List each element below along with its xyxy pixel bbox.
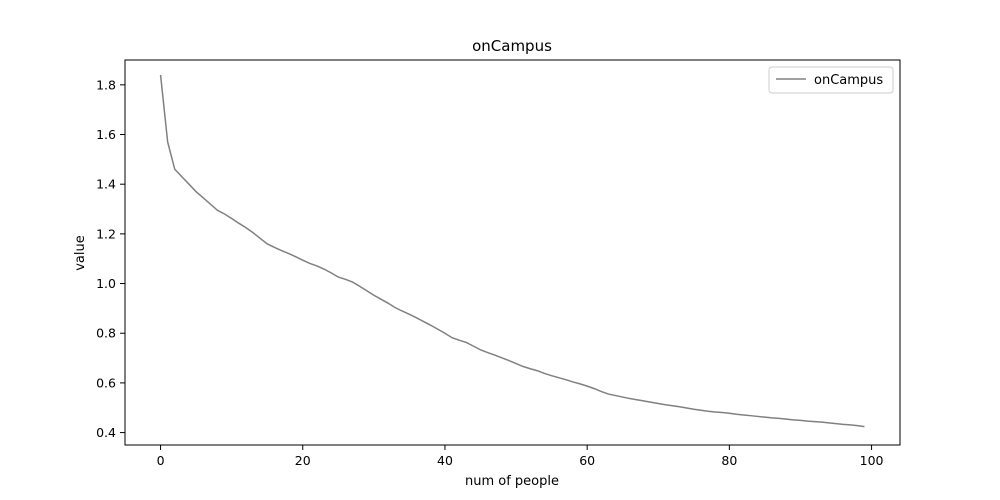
y-tick-label: 0.4 xyxy=(96,425,116,440)
legend-box xyxy=(768,66,894,94)
x-tick-label: 80 xyxy=(721,453,737,468)
x-tick-label: 0 xyxy=(157,453,165,468)
legend: onCampus xyxy=(768,66,894,94)
x-tick-label: 100 xyxy=(860,453,884,468)
y-tick-label: 0.8 xyxy=(96,326,116,341)
y-tick-label: 0.6 xyxy=(96,375,116,390)
x-tick-label: 60 xyxy=(579,453,595,468)
x-tick-label: 40 xyxy=(437,453,453,468)
y-tick-label: 1.8 xyxy=(96,77,116,92)
y-tick-label: 1.2 xyxy=(96,226,116,241)
chart-title: onCampus xyxy=(472,37,552,55)
series-line-oncampus xyxy=(159,74,865,428)
y-tick-label: 1.4 xyxy=(96,177,116,192)
y-axis: 0.4 0.6 0.8 1.0 1.2 1.4 1.6 1.8 xyxy=(96,77,125,440)
y-axis-label: value xyxy=(73,235,88,271)
x-tick-label: 20 xyxy=(295,453,311,468)
x-axis: 0 20 40 60 80 100 xyxy=(157,445,884,468)
y-tick-label: 1.0 xyxy=(96,276,116,291)
x-axis-label: num of people xyxy=(465,474,559,489)
y-tick-label: 1.6 xyxy=(96,127,116,142)
plot-area-frame xyxy=(124,59,901,446)
legend-label-oncampus: onCampus xyxy=(814,73,883,88)
